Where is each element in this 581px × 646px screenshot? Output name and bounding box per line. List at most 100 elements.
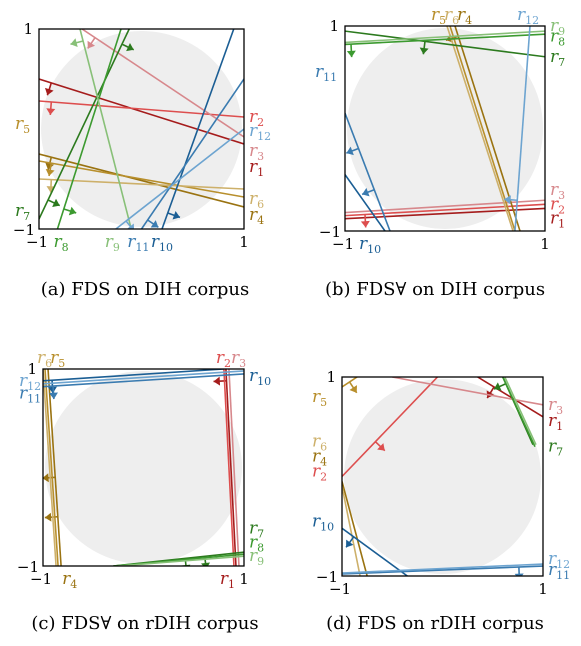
plot-frame: [344, 25, 546, 232]
line-r12: [43, 370, 244, 385]
tick-label-y-bottom: −1: [13, 221, 35, 239]
line-r11: [345, 112, 391, 231]
series-label-r10: r10: [359, 234, 381, 256]
tick-label-y-bottom: −1: [17, 558, 39, 576]
line-r12: [342, 563, 543, 574]
series-label-r4: r4: [62, 569, 77, 591]
tick-label-x-left: −1: [332, 235, 354, 253]
caption-d: (d) FDS on rDIH corpus: [326, 613, 544, 634]
arrow-r11: [361, 187, 375, 197]
line-r8: [502, 377, 536, 447]
line-r6: [342, 486, 361, 576]
caption-c: (c) FDS∀ on rDIH corpus: [31, 613, 259, 634]
arrow-r4: [43, 473, 56, 483]
arrow-r1: [486, 386, 495, 399]
arrow-r12: [125, 220, 135, 229]
line-r11: [342, 565, 543, 575]
line-r1: [39, 78, 244, 145]
arrow-r7: [493, 382, 507, 391]
line-r1: [345, 207, 545, 220]
tick-label-x-right: 1: [239, 570, 249, 588]
arrow-r1: [44, 82, 54, 96]
series-label-r5: r5: [50, 348, 65, 370]
line-r5: [449, 26, 516, 231]
arrow-r7: [47, 198, 61, 207]
tick-label-y-bottom: −1: [316, 568, 338, 586]
plot-frame: [38, 28, 245, 230]
line-r3: [228, 369, 240, 566]
line-r10: [345, 174, 386, 231]
line-r12: [115, 128, 244, 229]
line-r12: [514, 26, 531, 231]
line-r1: [477, 377, 543, 418]
tick-label-y-top: 1: [326, 368, 336, 386]
unit-disc: [344, 378, 541, 575]
line-r3: [392, 377, 543, 406]
series-label-r11: r11: [127, 232, 149, 254]
line-r4: [342, 481, 368, 576]
line-r4: [39, 153, 244, 208]
line-r8: [56, 29, 122, 229]
series-label-r7: r7: [550, 47, 565, 69]
arrow-r11: [346, 146, 359, 156]
line-r6: [446, 26, 514, 231]
line-r9: [345, 30, 545, 44]
arrow-r9: [70, 38, 84, 48]
caption-b: (b) FDS∀ on DIH corpus: [324, 279, 546, 300]
arrow-r2: [360, 214, 370, 228]
tick-label-y-bottom: −1: [319, 223, 341, 241]
series-label-r9: r9: [105, 232, 120, 254]
tick-label-y-top: 1: [329, 17, 339, 35]
arrow-r12: [504, 195, 518, 205]
arrow-r11: [514, 566, 524, 576]
line-r10: [342, 527, 408, 576]
arrow-r2: [374, 441, 386, 452]
arrow-r2: [46, 101, 56, 115]
line-r6: [43, 369, 57, 566]
line-r9: [504, 377, 537, 445]
tick-label-x-right: 1: [538, 580, 548, 598]
series-label-r12: r12: [517, 5, 539, 27]
line-r2: [223, 369, 235, 566]
unit-disc: [347, 28, 543, 229]
series-label-r3: r3: [231, 348, 246, 370]
line-r9: [79, 29, 133, 229]
series-label-r4: r4: [457, 5, 472, 27]
plot-frame: [42, 368, 245, 567]
series-label-r5: r5: [312, 387, 327, 409]
arrow-r10: [345, 536, 355, 548]
tick-label-x-left: −1: [26, 233, 48, 251]
tick-label-x-right: 1: [239, 233, 249, 251]
arrow-r5: [348, 381, 358, 394]
caption-a: (a) FDS on DIH corpus: [40, 279, 250, 300]
tick-label-x-left: −1: [329, 580, 351, 598]
series-label-r11: r11: [315, 62, 337, 84]
unit-disc: [45, 370, 242, 565]
arrow-r4: [44, 512, 58, 522]
series-label-r10: r10: [151, 232, 173, 254]
tick-label-x-right: 1: [540, 235, 550, 253]
line-r11: [43, 373, 244, 388]
arrow-r10: [167, 211, 181, 220]
series-label-r7: r7: [15, 201, 30, 223]
arrow-r3: [87, 37, 96, 49]
tick-label-y-top: 1: [23, 20, 33, 38]
series-label-r8: r8: [54, 232, 69, 254]
line-r10: [43, 369, 224, 382]
series-label-r1: r1: [220, 569, 235, 591]
tick-label-x-left: −1: [30, 570, 52, 588]
line-r7: [39, 29, 130, 220]
arrow-r8: [63, 206, 77, 216]
line-r9: [118, 555, 244, 566]
series-label-r5: r5: [15, 114, 30, 136]
line-r5: [44, 369, 59, 566]
unit-disc: [41, 31, 242, 227]
tick-label-y-top: 1: [27, 360, 37, 378]
arrow-r7: [121, 43, 135, 52]
arrow-r7: [419, 41, 429, 55]
